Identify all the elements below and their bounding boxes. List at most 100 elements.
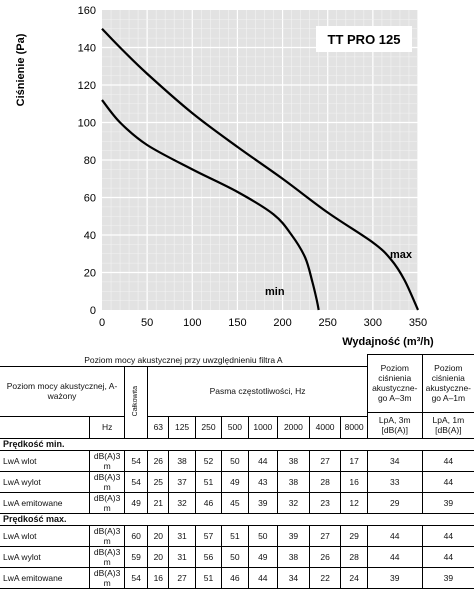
table-cell: 49: [124, 491, 149, 514]
freq-63: 63: [147, 415, 170, 439]
table-cell: 44: [247, 566, 279, 589]
y-tick-label: 100: [78, 118, 96, 130]
table-cell: 59: [124, 545, 149, 568]
section-row: Prędkość max.: [0, 512, 474, 526]
table-cell: 12: [340, 491, 368, 514]
y-tick-labels: 0 20 40 60 80 100 120 140 160: [78, 5, 96, 317]
table-cell: 50: [221, 449, 249, 472]
series-line-min: [101, 99, 320, 311]
table-cell: 32: [168, 491, 196, 514]
table-cell: 34: [277, 566, 310, 589]
table-cell: 60: [124, 524, 149, 547]
row-label: LwA wylot: [0, 545, 91, 568]
table-cell: 20: [147, 524, 170, 547]
table-cell: 25: [147, 470, 170, 493]
lpa1-unit: LpA, 1m [dB(A)]: [421, 411, 474, 439]
x-tick-label: 150: [228, 317, 246, 329]
x-tick-label: 0: [99, 317, 105, 329]
table-cell: 33: [366, 470, 423, 493]
table-row: LwA wlot dB(A)3 m 54 26 38 52 50 44 38 27 17 34 44: [0, 449, 474, 472]
grid: [102, 10, 419, 310]
x-tick-label: 350: [409, 317, 427, 329]
series-label-max: max: [390, 249, 413, 261]
table-cell: 44: [421, 545, 474, 568]
table-cell: 16: [147, 566, 170, 589]
y-axis-label: Ciśnienie (Pa): [15, 33, 27, 106]
table-cell: 52: [194, 449, 223, 472]
lpa3-header: Poziom ciśnienia akustyczne-go A–3m: [366, 354, 423, 413]
table-cell: 29: [366, 491, 423, 514]
table-cell: 38: [277, 449, 310, 472]
table-cell: 54: [124, 470, 149, 493]
row-unit: dB(A)3 m: [89, 470, 126, 493]
table-cell: 57: [194, 524, 223, 547]
hz-label: Hz: [89, 415, 126, 439]
y-tick-label: 120: [78, 80, 96, 92]
row-unit: dB(A)3 m: [89, 524, 126, 547]
table-cell: 22: [308, 566, 342, 589]
y-tick-label: 60: [84, 193, 96, 205]
table-cell: 39: [247, 491, 279, 514]
lpa3-unit: LpA, 3m [dB(A)]: [366, 411, 423, 439]
table-row: LwA wylot dB(A)3 m 54 25 37 51 49 43 38 28 16 33 44: [0, 470, 474, 493]
table-cell: 28: [340, 545, 368, 568]
table-cell: 44: [421, 470, 474, 493]
table-cell: 37: [168, 470, 196, 493]
table-cell: 32: [277, 491, 310, 514]
table-cell: 49: [247, 545, 279, 568]
table-cell: 44: [247, 449, 279, 472]
y-tick-label: 40: [84, 230, 96, 242]
y-tick-label: 80: [84, 155, 96, 167]
table-cell: 17: [340, 449, 368, 472]
table-cell: 27: [168, 566, 196, 589]
table-cell: 39: [366, 566, 423, 589]
table-cell: 28: [308, 470, 342, 493]
table-cell: 38: [168, 449, 196, 472]
y-tick-label: 20: [84, 268, 96, 280]
table-cell: 38: [277, 545, 310, 568]
table-cell: 34: [366, 449, 423, 472]
row-unit: dB(A)3 m: [89, 449, 126, 472]
freq-250: 250: [194, 415, 223, 439]
table-cell: 51: [221, 524, 249, 547]
table-cell: 23: [308, 491, 342, 514]
table-cell: 16: [340, 470, 368, 493]
row-label: LwA wlot: [0, 449, 91, 472]
table-body: Prędkość min. LwA wlot dB(A)3 m 54 26 38 52 50 4…: [0, 437, 474, 589]
table-cell: 45: [221, 491, 249, 514]
row-label: LwA emitowane: [0, 566, 91, 589]
table-cell: 56: [194, 545, 223, 568]
x-tick-label: 250: [319, 317, 337, 329]
x-axis-label: Wydajność (m³/h): [342, 336, 434, 348]
table-cell: 29: [340, 524, 368, 547]
table-cell: 43: [247, 470, 279, 493]
table-cell: 50: [247, 524, 279, 547]
table-cell: 44: [366, 524, 423, 547]
table-cell: 31: [168, 545, 196, 568]
table-cell: 26: [147, 449, 170, 472]
table-cell: 50: [221, 545, 249, 568]
acoustic-table: Poziom mocy akustycznej przy uwzględnien…: [0, 354, 474, 589]
x-tick-label: 100: [183, 317, 201, 329]
section-title: Prędkość max.: [0, 512, 474, 526]
y-tick-label: 0: [90, 305, 96, 317]
section-title: Prędkość min.: [0, 437, 474, 451]
table-cell: 54: [124, 449, 149, 472]
table-title: Poziom mocy akustycznej przy uwzględnien…: [0, 354, 368, 367]
row-unit: dB(A)3 m: [89, 545, 126, 568]
table-row: LwA wlot dB(A)3 m 60 20 31 57 51 50 39 27 29 44 44: [0, 524, 474, 547]
table-cell: 44: [366, 545, 423, 568]
table-cell: 44: [421, 449, 474, 472]
x-tick-label: 200: [273, 317, 291, 329]
table-cell: 39: [277, 524, 310, 547]
table-cell: 31: [168, 524, 196, 547]
table-cell: 26: [308, 545, 342, 568]
table-row: LwA wylot dB(A)3 m 59 20 31 56 50 49 38 26 28 44 44: [0, 545, 474, 568]
fan-curve-chart: TT PRO 125 0 50 100 150 200 250 300 350 0 20 40 60…: [15, 5, 434, 348]
bands-header: Pasma częstotliwości, Hz: [147, 365, 368, 417]
table-cell: 44: [421, 524, 474, 547]
table-cell: 54: [124, 566, 149, 589]
table-row: LwA emitowane dB(A)3 m 49 21 32 46 45 39 32 23 12 2…: [0, 491, 474, 514]
freq-4000: 4000: [308, 415, 342, 439]
title-box: [316, 26, 412, 52]
